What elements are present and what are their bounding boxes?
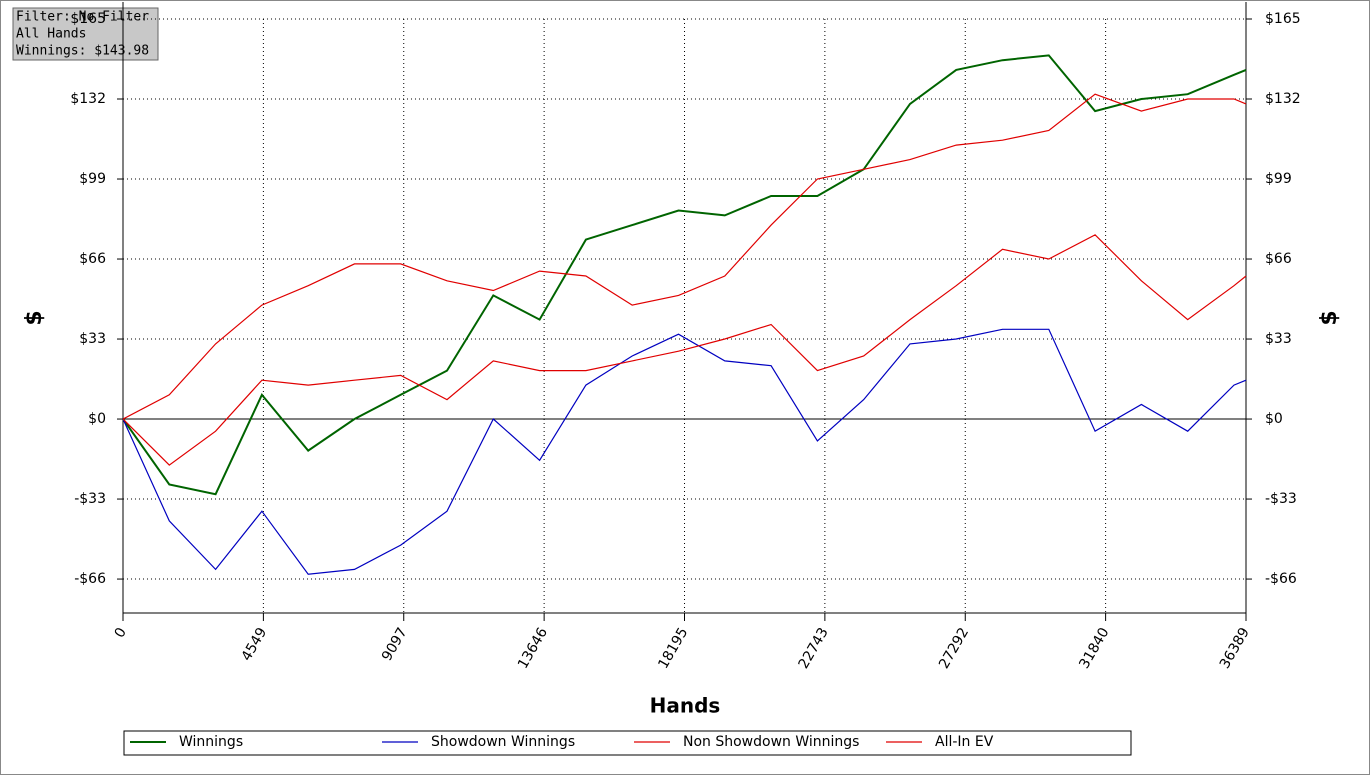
y-tick-label: -$66 xyxy=(74,571,106,587)
y2-tick-label: $99 xyxy=(1265,171,1292,187)
y-tick-label: -$33 xyxy=(74,491,106,507)
y-tick-label: $165 xyxy=(70,11,106,27)
y2-tick-label: -$33 xyxy=(1265,491,1297,507)
series-line xyxy=(122,54,1247,496)
series-line xyxy=(122,93,1247,420)
y2-tick-label: $66 xyxy=(1265,251,1292,267)
y-tick-label: $66 xyxy=(79,251,106,267)
x-axis-title: Hands xyxy=(650,694,721,718)
info-box xyxy=(12,7,159,61)
y-tick-label: $99 xyxy=(79,171,106,187)
y-axis-title: $ xyxy=(22,310,47,325)
y-tick-label: $0 xyxy=(88,411,106,427)
info-text: Winnings: $143.98 xyxy=(16,44,149,59)
series-line xyxy=(122,234,1247,466)
series-line xyxy=(122,328,1247,575)
legend-label: Non Showdown Winnings xyxy=(683,734,859,750)
y-tick-label: $33 xyxy=(79,331,106,347)
info-text: Filter: No Filter xyxy=(16,10,149,25)
y2-tick-label: $165 xyxy=(1265,11,1301,27)
legend-label: Winnings xyxy=(179,734,243,750)
legend-label: All-In EV xyxy=(935,734,994,750)
legend xyxy=(123,730,1132,756)
y-tick-label: $132 xyxy=(70,91,106,107)
y2-axis-title: $ xyxy=(1317,310,1342,325)
y2-tick-label: $33 xyxy=(1265,331,1292,347)
y2-tick-label: -$66 xyxy=(1265,571,1297,587)
info-text: All Hands xyxy=(16,27,86,42)
y2-tick-label: $0 xyxy=(1265,411,1283,427)
y2-tick-label: $132 xyxy=(1265,91,1301,107)
legend-label: Showdown Winnings xyxy=(431,734,575,750)
